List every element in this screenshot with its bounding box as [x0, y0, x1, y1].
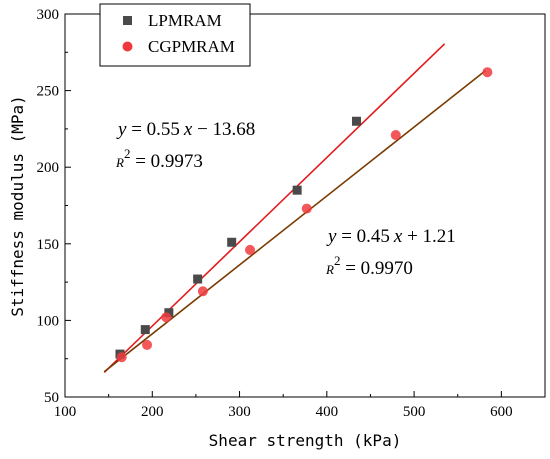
y-tick-label: 150: [37, 237, 60, 253]
fit-line-lpmram: [103, 43, 446, 373]
data-point-lpmram: [193, 274, 203, 284]
data-point-cgpmram: [245, 244, 256, 255]
x-tick-label: 100: [54, 404, 77, 420]
data-point-cgpmram: [482, 67, 493, 78]
legend-box: [99, 3, 251, 67]
legend-marker-lpmram: [123, 16, 132, 25]
x-axis-title: Shear strength (kPa): [209, 431, 402, 450]
equation-cgpmram: y = 0.45 x + 1.21 R2 = 0.9970: [325, 226, 456, 279]
y-axis-title: Stiffness modulus (MPa): [8, 95, 27, 317]
data-point-lpmram: [351, 116, 361, 126]
y-tick-label: 100: [37, 313, 60, 329]
y-tick-label: 200: [37, 160, 60, 176]
legend: LPMRAM CGPMRAM: [99, 3, 251, 67]
data-point-lpmram: [164, 308, 174, 318]
data-point-lpmram: [292, 185, 302, 195]
equation-cgpmram-r2: R2 = 0.9970: [325, 253, 413, 279]
legend-label-cgpmram: CGPMRAM: [148, 37, 235, 56]
x-tick-label: 600: [490, 404, 513, 420]
legend-label-lpmram: LPMRAM: [148, 11, 222, 30]
data-points: [115, 67, 493, 363]
legend-marker-cgpmram: [122, 41, 133, 52]
y-tick-label: 250: [37, 84, 60, 100]
data-point-cgpmram: [142, 339, 153, 350]
data-point-lpmram: [140, 325, 150, 335]
axes: [64, 13, 546, 398]
equation-lpmram-fit: y = 0.55 x − 13.68: [116, 119, 255, 140]
x-tick-label: 400: [316, 404, 339, 420]
data-point-cgpmram: [161, 312, 172, 323]
equation-lpmram-r2: R2 = 0.9973: [115, 146, 203, 172]
y-tick-label: 50: [44, 390, 59, 406]
data-point-cgpmram: [390, 130, 401, 141]
data-point-cgpmram: [197, 286, 208, 297]
equation-cgpmram-fit: y = 0.45 x + 1.21: [326, 226, 456, 247]
y-tick-label: 300: [37, 7, 60, 23]
x-tick-label: 200: [141, 404, 164, 420]
fit-lines: [103, 43, 487, 373]
x-tick-label: 300: [228, 404, 251, 420]
fit-line-cgpmram: [103, 69, 487, 373]
data-point-lpmram: [227, 237, 237, 247]
data-point-cgpmram: [301, 203, 312, 214]
data-point-cgpmram: [116, 352, 127, 363]
x-tick-label: 500: [403, 404, 426, 420]
equation-lpmram: y = 0.55 x − 13.68 R2 = 0.9973: [115, 119, 255, 172]
